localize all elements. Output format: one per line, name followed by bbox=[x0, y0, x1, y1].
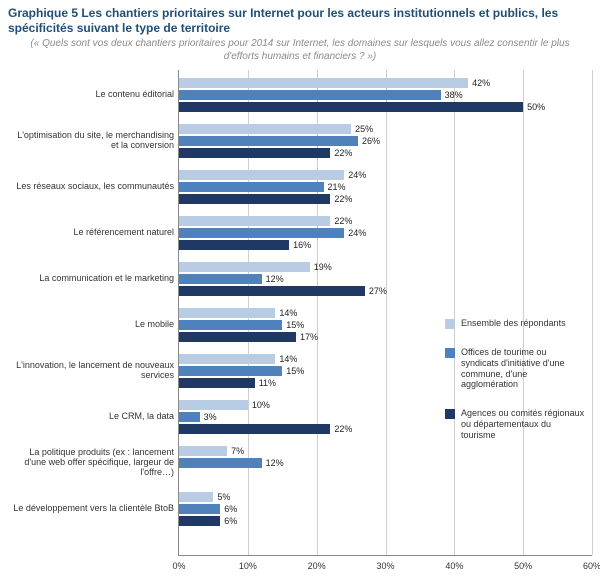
bar-value-label: 19% bbox=[314, 262, 332, 272]
bar-value-label: 38% bbox=[445, 90, 463, 100]
bar: 17% bbox=[179, 332, 296, 342]
chart-subtitle: (« Quels sont vos deux chantiers priorit… bbox=[18, 38, 582, 63]
bar: 42% bbox=[179, 78, 468, 88]
category-label: Le référencement naturel bbox=[8, 228, 174, 238]
bar-group: 25% 26% 22% bbox=[179, 124, 592, 158]
bar: 5% bbox=[179, 492, 213, 502]
bar: 7% bbox=[179, 446, 227, 456]
legend-item: Offices de tourime ou syndicats d'initia… bbox=[445, 347, 585, 390]
bar-value-label: 21% bbox=[328, 182, 346, 192]
bar: 22% bbox=[179, 194, 330, 204]
x-tick-label: 0% bbox=[172, 561, 185, 571]
bar-value-label: 24% bbox=[348, 228, 366, 238]
bar-group: 5% 6% 6% bbox=[179, 492, 592, 526]
bar: 3% bbox=[179, 412, 200, 422]
bar: 12% bbox=[179, 274, 262, 284]
bar-value-label: 14% bbox=[279, 308, 297, 318]
bar: 22% bbox=[179, 148, 330, 158]
bar-value-label: 10% bbox=[252, 400, 270, 410]
legend-label: Ensemble des répondants bbox=[461, 318, 566, 329]
x-tick-label: 20% bbox=[308, 561, 326, 571]
bar-value-label: 3% bbox=[204, 412, 217, 422]
bar: 16% bbox=[179, 240, 289, 250]
x-tick-label: 50% bbox=[514, 561, 532, 571]
bar: 22% bbox=[179, 424, 330, 434]
bar: 24% bbox=[179, 170, 344, 180]
bar: 24% bbox=[179, 228, 344, 238]
bar-value-label: 17% bbox=[300, 332, 318, 342]
legend: Ensemble des répondants Offices de tourim… bbox=[445, 318, 585, 459]
legend-item: Agences ou comités régionaux ou départem… bbox=[445, 408, 585, 440]
category-label: Le CRM, la data bbox=[8, 412, 174, 422]
bar-value-label: 22% bbox=[334, 424, 352, 434]
gridline bbox=[592, 70, 593, 555]
bar: 14% bbox=[179, 308, 275, 318]
bar: 19% bbox=[179, 262, 310, 272]
chart-area: 0%10%20%30%40%50%60%42%38%50%25%26%22%24… bbox=[178, 70, 592, 556]
bar: 22% bbox=[179, 216, 330, 226]
bar: 21% bbox=[179, 182, 324, 192]
bar-value-label: 22% bbox=[334, 148, 352, 158]
bar-value-label: 24% bbox=[348, 170, 366, 180]
bar: 6% bbox=[179, 516, 220, 526]
bar: 10% bbox=[179, 400, 248, 410]
bar-value-label: 6% bbox=[224, 504, 237, 514]
category-label: La communication et le marketing bbox=[8, 274, 174, 284]
bar: 12% bbox=[179, 458, 262, 468]
legend-label: Offices de tourime ou syndicats d'initia… bbox=[461, 347, 585, 390]
bar-value-label: 7% bbox=[231, 446, 244, 456]
bar-value-label: 15% bbox=[286, 320, 304, 330]
bar-group: 42% 38% 50% bbox=[179, 78, 592, 112]
category-label: Les réseaux sociaux, les communautés bbox=[8, 182, 174, 192]
bar: 27% bbox=[179, 286, 365, 296]
legend-item: Ensemble des répondants bbox=[445, 318, 585, 329]
legend-label: Agences ou comités régionaux ou départem… bbox=[461, 408, 585, 440]
chart-container: Graphique 5 Les chantiers prioritaires s… bbox=[0, 0, 600, 580]
bar-value-label: 27% bbox=[369, 286, 387, 296]
bar-value-label: 22% bbox=[334, 194, 352, 204]
x-tick-label: 30% bbox=[376, 561, 394, 571]
bar-value-label: 22% bbox=[334, 216, 352, 226]
category-label: Le développement vers la clientèle BtoB bbox=[8, 504, 174, 514]
bar: 15% bbox=[179, 320, 282, 330]
bar: 26% bbox=[179, 136, 358, 146]
legend-swatch bbox=[445, 319, 455, 329]
bar-value-label: 12% bbox=[266, 458, 284, 468]
bar: 14% bbox=[179, 354, 275, 364]
bar: 11% bbox=[179, 378, 255, 388]
bar-value-label: 11% bbox=[259, 378, 276, 388]
category-label: La politique produits (ex : lancement d'… bbox=[8, 448, 174, 478]
category-label: Le mobile bbox=[8, 320, 174, 330]
bar-value-label: 50% bbox=[527, 102, 545, 112]
bar-value-label: 5% bbox=[217, 492, 230, 502]
x-tick-label: 60% bbox=[583, 561, 600, 571]
bar-value-label: 25% bbox=[355, 124, 373, 134]
bar: 38% bbox=[179, 90, 441, 100]
x-tick-label: 40% bbox=[445, 561, 463, 571]
bar-value-label: 14% bbox=[279, 354, 297, 364]
bar-value-label: 42% bbox=[472, 78, 490, 88]
y-axis-labels: Le contenu éditorial L'optimisation du si… bbox=[8, 70, 178, 556]
bar: 6% bbox=[179, 504, 220, 514]
bar-value-label: 12% bbox=[266, 274, 284, 284]
legend-swatch bbox=[445, 409, 455, 419]
bar: 25% bbox=[179, 124, 351, 134]
bar-group: 19% 12% 27% bbox=[179, 262, 592, 296]
bar-value-label: 6% bbox=[224, 516, 237, 526]
chart-title: Graphique 5 Les chantiers prioritaires s… bbox=[8, 6, 592, 36]
category-label: L'innovation, le lancement de nouveaux s… bbox=[8, 361, 174, 381]
bar-value-label: 26% bbox=[362, 136, 380, 146]
legend-swatch bbox=[445, 348, 455, 358]
bar-value-label: 15% bbox=[286, 366, 304, 376]
category-label: L'optimisation du site, le merchandising… bbox=[8, 131, 174, 151]
bar-group: 22% 24% 16% bbox=[179, 216, 592, 250]
bar: 15% bbox=[179, 366, 282, 376]
plot-area: Le contenu éditorial L'optimisation du si… bbox=[8, 70, 592, 556]
category-label: Le contenu éditorial bbox=[8, 90, 174, 100]
bar-value-label: 16% bbox=[293, 240, 311, 250]
bar-group: 24%21%22% bbox=[179, 170, 592, 204]
bar: 50% bbox=[179, 102, 523, 112]
x-tick-label: 10% bbox=[239, 561, 257, 571]
